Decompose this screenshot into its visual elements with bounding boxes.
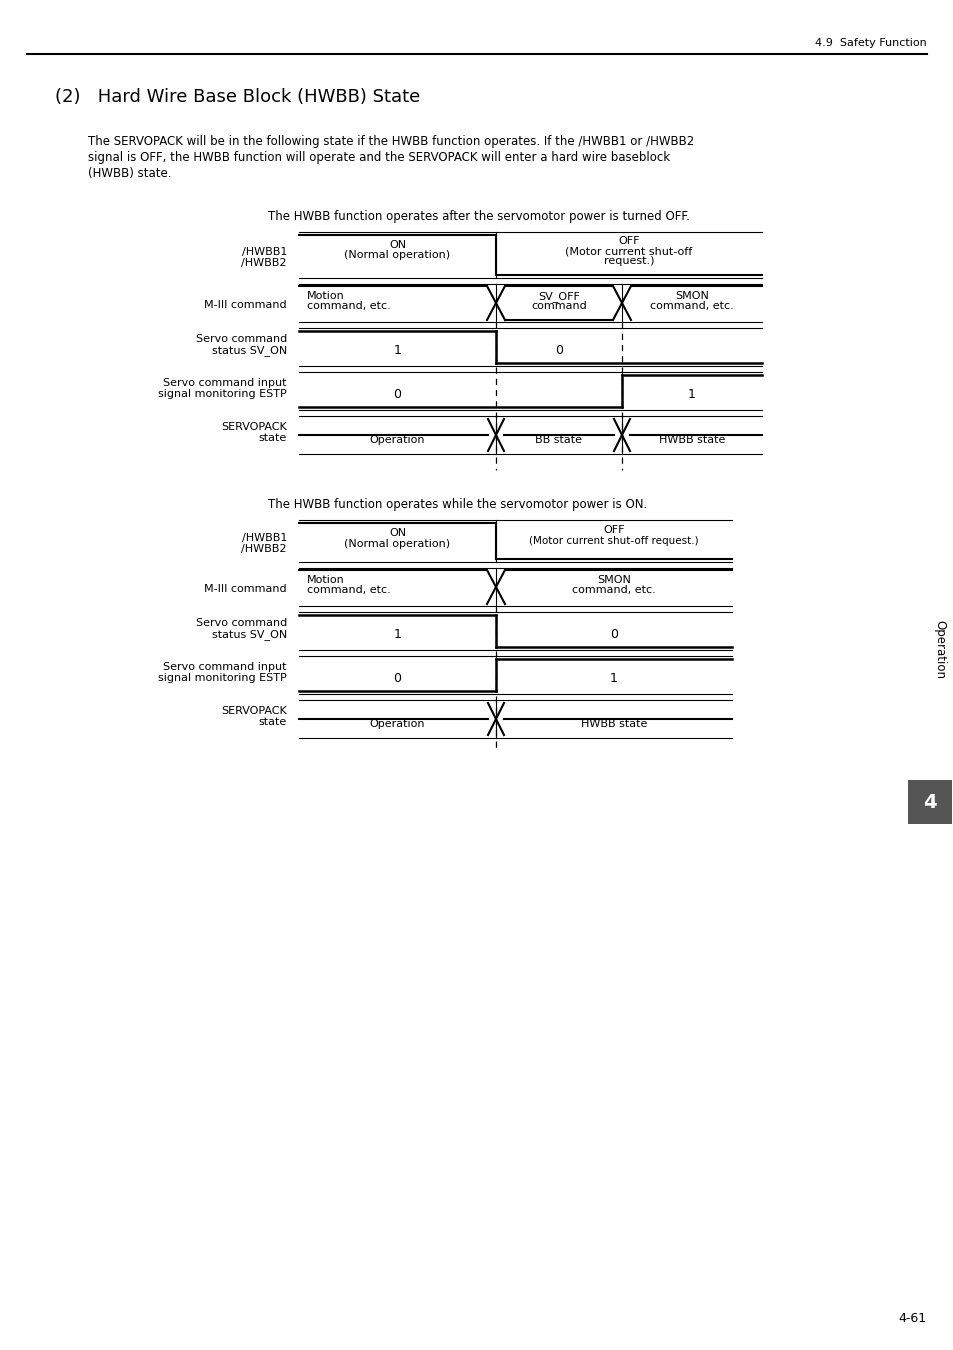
Text: SERVOPACK: SERVOPACK bbox=[221, 423, 287, 432]
Text: 0: 0 bbox=[609, 629, 618, 641]
Text: SMON: SMON bbox=[675, 292, 708, 301]
Text: /HWBB2: /HWBB2 bbox=[241, 544, 287, 554]
Text: (HWBB) state.: (HWBB) state. bbox=[88, 167, 172, 180]
Bar bbox=[907, 780, 951, 824]
Text: ON: ON bbox=[389, 240, 406, 250]
Text: The HWBB function operates after the servomotor power is turned OFF.: The HWBB function operates after the ser… bbox=[268, 211, 689, 223]
Text: status SV_ON: status SV_ON bbox=[212, 629, 287, 640]
Text: command, etc.: command, etc. bbox=[649, 301, 733, 310]
Text: (2)   Hard Wire Base Block (HWBB) State: (2) Hard Wire Base Block (HWBB) State bbox=[55, 88, 420, 107]
Text: /HWBB1: /HWBB1 bbox=[241, 533, 287, 543]
Text: Servo command: Servo command bbox=[195, 618, 287, 628]
Text: The SERVOPACK will be in the following state if the HWBB function operates. If t: The SERVOPACK will be in the following s… bbox=[88, 135, 694, 148]
Text: The HWBB function operates while the servomotor power is ON.: The HWBB function operates while the ser… bbox=[268, 498, 646, 512]
Text: Operation: Operation bbox=[370, 720, 425, 729]
Text: signal is OFF, the HWBB function will operate and the SERVOPACK will enter a har: signal is OFF, the HWBB function will op… bbox=[88, 151, 669, 163]
Text: 1: 1 bbox=[394, 629, 401, 641]
Text: Servo command: Servo command bbox=[195, 333, 287, 344]
Text: 1: 1 bbox=[394, 344, 401, 358]
Text: OFF: OFF bbox=[618, 236, 639, 246]
Text: /HWBB1: /HWBB1 bbox=[241, 247, 287, 256]
Text: 1: 1 bbox=[609, 672, 618, 686]
Text: Motion: Motion bbox=[307, 575, 344, 585]
Text: Motion: Motion bbox=[307, 292, 344, 301]
Text: request.): request.) bbox=[603, 256, 654, 266]
Text: (Motor current shut-off request.): (Motor current shut-off request.) bbox=[529, 536, 699, 545]
Text: (Motor current shut-off: (Motor current shut-off bbox=[565, 246, 692, 256]
Text: /HWBB2: /HWBB2 bbox=[241, 258, 287, 269]
Text: BB state: BB state bbox=[535, 435, 582, 446]
Text: state: state bbox=[258, 433, 287, 443]
Text: 0: 0 bbox=[393, 389, 401, 401]
Text: 1: 1 bbox=[687, 389, 695, 401]
Text: 4: 4 bbox=[923, 792, 936, 811]
Text: 4-61: 4-61 bbox=[898, 1312, 926, 1324]
Text: Servo command input: Servo command input bbox=[163, 662, 287, 672]
Text: SERVOPACK: SERVOPACK bbox=[221, 706, 287, 716]
Text: OFF: OFF bbox=[602, 525, 624, 535]
Text: ON: ON bbox=[389, 528, 406, 539]
Text: state: state bbox=[258, 717, 287, 728]
Text: HWBB state: HWBB state bbox=[580, 720, 646, 729]
Text: command, etc.: command, etc. bbox=[572, 585, 655, 595]
Text: 4.9  Safety Function: 4.9 Safety Function bbox=[815, 38, 926, 49]
Text: signal monitoring ESTP: signal monitoring ESTP bbox=[158, 674, 287, 683]
Text: status SV_ON: status SV_ON bbox=[212, 346, 287, 356]
Text: Operation: Operation bbox=[933, 621, 945, 679]
Text: command, etc.: command, etc. bbox=[307, 585, 391, 595]
Text: M-III command: M-III command bbox=[204, 300, 287, 310]
Text: signal monitoring ESTP: signal monitoring ESTP bbox=[158, 389, 287, 400]
Text: command: command bbox=[531, 301, 586, 310]
Text: 0: 0 bbox=[555, 344, 562, 358]
Text: 0: 0 bbox=[393, 672, 401, 686]
Text: SV_OFF: SV_OFF bbox=[537, 292, 579, 302]
Text: Servo command input: Servo command input bbox=[163, 378, 287, 387]
Text: M-III command: M-III command bbox=[204, 585, 287, 594]
Text: HWBB state: HWBB state bbox=[659, 435, 724, 446]
Text: Operation: Operation bbox=[370, 435, 425, 446]
Text: SMON: SMON bbox=[597, 575, 630, 585]
Text: (Normal operation): (Normal operation) bbox=[344, 250, 450, 261]
Text: (Normal operation): (Normal operation) bbox=[344, 539, 450, 549]
Text: command, etc.: command, etc. bbox=[307, 301, 391, 310]
